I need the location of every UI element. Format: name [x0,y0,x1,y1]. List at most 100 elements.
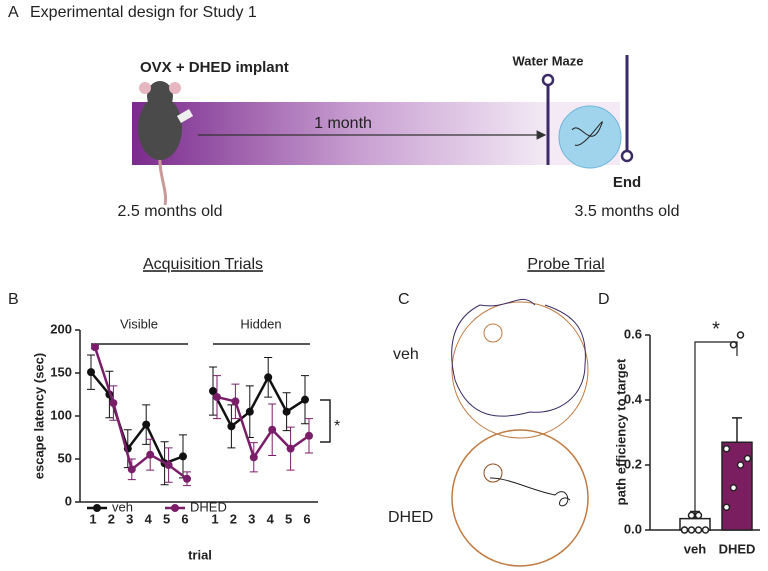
data-point [142,420,151,429]
x-tick-label: 5 [163,511,170,526]
group-label: veh [393,346,419,363]
data-point [268,425,277,434]
mouse-icon [138,81,194,206]
y-tick-label: 50 [58,450,72,465]
y-axis-label: escape latency (sec) [31,353,46,479]
y-tick-label: 100 [50,407,72,422]
x-tick-label: 3 [126,511,133,526]
y-tick-label: 0.6 [624,326,642,341]
section-heading: Probe Trial [527,256,604,273]
data-point [146,450,155,459]
test-pin-head [541,73,555,87]
x-axis-label: trial [188,547,212,562]
data-point [164,461,173,470]
x-tick-label: 6 [181,511,188,526]
data-point [694,511,703,520]
data-point [264,373,273,382]
x-tick-label: veh [684,541,706,556]
timeline-bar [132,102,548,165]
x-tick-label: 5 [285,511,292,526]
y-tick-label: 200 [50,321,72,336]
maze-path-icon [571,121,603,146]
data-point [736,461,745,469]
data-point [245,407,254,416]
legend-marker [171,504,179,512]
data-point [694,526,703,534]
water-maze-icon [558,105,622,169]
data-point [743,454,752,463]
panel-letter: D [598,291,610,308]
x-tick-label: DHED [719,541,756,556]
y-tick-label: 150 [50,364,72,379]
x-tick-label: 1 [89,511,96,526]
data-point [87,368,95,377]
x-tick-label: 1 [211,511,218,526]
section-heading: Acquisition Trials [143,256,263,273]
y-tick-label: 0.4 [624,391,643,406]
legend-label: DHED [190,499,227,514]
panel-letter: C [398,291,410,308]
data-point [687,526,696,534]
data-point [729,341,738,349]
data-point [736,331,745,339]
data-point [183,474,191,483]
data-point [231,397,240,406]
data-point [109,399,118,408]
panel-title: Experimental design for Study 1 [30,4,257,21]
end-event: End [613,174,641,191]
legend-marker [93,504,101,512]
y-tick-label: 0 [65,493,72,508]
panel-letter: B [8,291,19,308]
start-event: OVX + DHED implant [140,59,289,76]
data-point [729,484,738,492]
end-age: 3.5 months old [575,203,680,220]
pool-outline [451,301,589,439]
y-tick-label: 0.2 [624,456,642,471]
x-tick-label: 2 [230,511,237,526]
data-point [680,526,689,534]
swim-path [489,477,571,507]
target-zone [483,323,503,343]
data-point [282,407,291,416]
y-axis-label: path efficiency to target [613,358,628,505]
panel-letter: A [8,4,19,21]
group-label: Hidden [240,316,281,331]
data-point [301,395,309,404]
legend-label: veh [112,499,133,514]
end-pin-head [620,149,634,163]
data-point [286,444,295,453]
significance-bracket [320,399,331,443]
group-label: DHED [388,509,433,526]
data-point [127,465,136,474]
significance-mark: * [712,318,720,340]
target-zone [483,463,503,483]
swim-path [451,298,586,417]
error-bar [732,417,742,443]
data-point [722,445,731,453]
data-point [722,503,731,511]
data-point [305,431,313,440]
y-tick-label: 0.0 [624,521,642,536]
data-point [687,511,696,520]
x-tick-label: 4 [267,511,275,526]
start-age: 2.5 months old [118,203,223,220]
x-tick-label: 3 [248,511,255,526]
pool-outline [451,429,589,567]
significance-mark: * [334,418,340,435]
x-tick-label: 4 [145,511,153,526]
data-point [209,387,217,396]
significance-bracket [694,341,738,515]
data-point [227,422,236,431]
group-label: Visible [120,316,158,331]
data-point [701,526,710,534]
data-point [179,452,187,461]
x-tick-label: 6 [303,511,310,526]
test-event: Water Maze [512,53,583,68]
series-line [211,374,306,429]
data-point [91,343,99,352]
duration-label: 1 month [314,115,372,132]
x-tick-label: 2 [108,511,115,526]
data-point [213,393,221,402]
series-line [90,371,184,465]
